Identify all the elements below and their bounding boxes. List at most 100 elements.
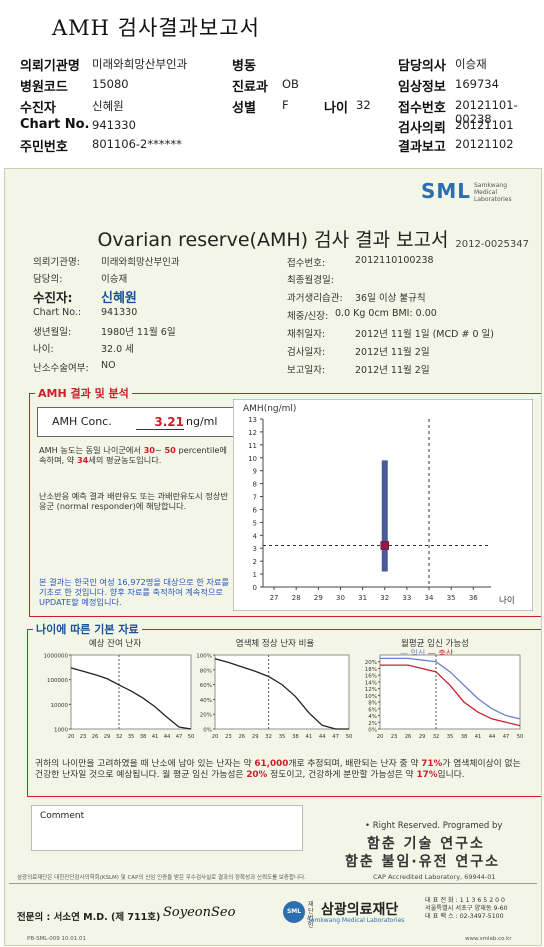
field-value: 2012110100238 — [355, 255, 434, 266]
y-tick-label: 4 — [253, 532, 258, 540]
amh-percentile-note: AMH 농도는 동일 나이군에서 30~ 50 percentile에 속하며,… — [39, 445, 227, 465]
y-tick-label: 11 — [248, 442, 257, 450]
header-value: 32 — [356, 98, 371, 112]
y-tick-label: 2 — [253, 558, 257, 566]
header-value: 169734 — [455, 77, 499, 91]
x-tick-label: 44 — [319, 734, 326, 740]
header-label: 성별 — [232, 101, 256, 116]
pregnancy-value: 20% — [246, 770, 268, 780]
doctor-name: 전문의 : 서소연 M.D. (제 711호) — [17, 912, 161, 923]
x-tick-label: 44 — [489, 734, 496, 740]
y-tick-label: 20% — [365, 660, 377, 666]
x-tick-label: 23 — [225, 734, 232, 740]
x-tick-label: 38 — [461, 734, 468, 740]
x-tick-label: 32 — [380, 594, 389, 602]
header-value: 20121101-00238 — [455, 98, 518, 126]
field-label: 생년월일: — [33, 327, 72, 338]
x-tick-label: 26 — [238, 734, 245, 740]
header-label: 임상정보 — [398, 80, 446, 95]
header-label: 병동 — [232, 59, 256, 74]
amh-result-section — [29, 393, 541, 617]
header-label: 의뢰기관명 — [20, 59, 80, 74]
x-tick-label: 28 — [292, 594, 301, 602]
amh-range-bar — [381, 460, 388, 572]
header-label: 병원코드 — [20, 80, 68, 95]
header-label: 진료과 — [232, 80, 268, 95]
x-tick-label: 35 — [447, 734, 454, 740]
y-tick-label: 8% — [368, 701, 377, 707]
x-tick-label: 36 — [469, 594, 478, 602]
y-tick-label: 7 — [253, 494, 257, 502]
y-tick-label: 0% — [203, 728, 212, 734]
y-tick-label: 80% — [200, 668, 212, 674]
field-label: 체중/신장: — [287, 311, 329, 322]
reference-data-note: 본 결과는 한국인 여성 16,972명을 대상으로 한 자료를 기초로 한 것… — [39, 577, 229, 607]
header-label: 결과보고 — [398, 140, 446, 155]
header-label: Chart No. — [20, 117, 90, 132]
header-label: 담당의사 — [398, 59, 446, 74]
y-tick-label: 60% — [200, 683, 212, 689]
patient-name-label: 수진자: — [33, 290, 73, 305]
y-tick-label: 1000000 — [44, 654, 69, 660]
field-label: 보고일자: — [287, 365, 326, 376]
y-tick-label: 16% — [365, 674, 377, 680]
y-tick-label: 100000 — [47, 678, 68, 684]
series-line — [380, 664, 521, 727]
normal-egg-ratio-chart: 0% 20% 40% 60% 80% 100% 20 23 26 29 32 35 38 41 44 47 50 — [196, 654, 352, 741]
field-label: 담당의: — [33, 274, 63, 285]
percentile-low: 30 — [143, 445, 155, 455]
plot-area — [70, 654, 192, 730]
header-label: 나이 — [324, 101, 348, 116]
institute-1: 함춘 기술 연구소 — [367, 836, 485, 852]
chart1-title: 예상 잔여 난자 — [88, 639, 142, 649]
field-value: 941330 — [101, 307, 138, 318]
rights-notice: • Right Reserved. Programed by — [365, 821, 503, 831]
y-tick-label: 10000 — [51, 703, 69, 709]
x-tick-label: 31 — [358, 594, 367, 602]
field-value: 2012년 11월 1일 (MCD # 0 일) — [355, 329, 494, 340]
website: www.smlab.co.kr — [465, 936, 512, 942]
report-sheet: SML Samkwang Medical Laboratories Ovaria… — [4, 168, 542, 946]
y-tick-label: 12% — [365, 687, 377, 693]
field-label: 최종월경일: — [287, 275, 334, 286]
field-value: 미래와희망산부인과 — [101, 257, 180, 268]
foundation-contact: 대 표 전 화 : 1 1 3 6 5 2 0 0 서울특별시 서초구 양재동 … — [425, 897, 508, 920]
x-tick-label: 26 — [405, 734, 412, 740]
x-tick-label: 35 — [447, 594, 456, 602]
y-axis-label: AMH(ng/ml) — [243, 404, 296, 414]
x-tick-label: 29 — [252, 734, 259, 740]
x-tick-label: 50 — [517, 734, 524, 740]
field-label: 나이: — [33, 344, 54, 355]
x-tick-label: 20 — [68, 734, 75, 740]
field-label: 채취일자: — [287, 329, 326, 340]
x-tick-label: 33 — [402, 594, 411, 602]
header-label: 주민번호 — [20, 140, 68, 155]
x-tick-label: 41 — [305, 734, 312, 740]
header-label: 검사의뢰 — [398, 121, 446, 136]
footer-divider — [9, 883, 537, 884]
field-value: 2012년 11월 2일 — [355, 365, 430, 376]
x-tick-label: 20 — [212, 734, 219, 740]
y-tick-label: 18% — [365, 667, 377, 673]
percentile-high: 50 — [164, 445, 176, 455]
y-tick-label: 2% — [368, 721, 377, 727]
header-value: 801106-2****** — [92, 137, 182, 151]
x-tick-label: 29 — [419, 734, 426, 740]
x-tick-label: 20 — [377, 734, 384, 740]
field-value: 1980년 11월 6일 — [101, 327, 176, 338]
amh-data-point — [380, 541, 389, 550]
y-tick-label: 9 — [253, 468, 257, 476]
field-value: 0.0 Kg 0cm BMI: 0.00 — [335, 308, 437, 319]
y-tick-label: 10% — [365, 694, 377, 700]
header-value: F — [282, 98, 289, 112]
x-tick-label: 26 — [92, 734, 99, 740]
y-tick-label: 40% — [200, 698, 212, 704]
pregnancy-chance-chart: 0%2%4%6%8%10%12%14%16%18%20% 20 23 26 29 32 35… — [365, 654, 524, 740]
series-line — [380, 657, 521, 720]
header-label: 접수번호 — [398, 101, 446, 116]
header-value: 20121102 — [455, 137, 514, 151]
equivalent-age: 34 — [76, 455, 89, 465]
field-label: Chart No.: — [33, 307, 82, 318]
plot-area — [379, 654, 521, 730]
